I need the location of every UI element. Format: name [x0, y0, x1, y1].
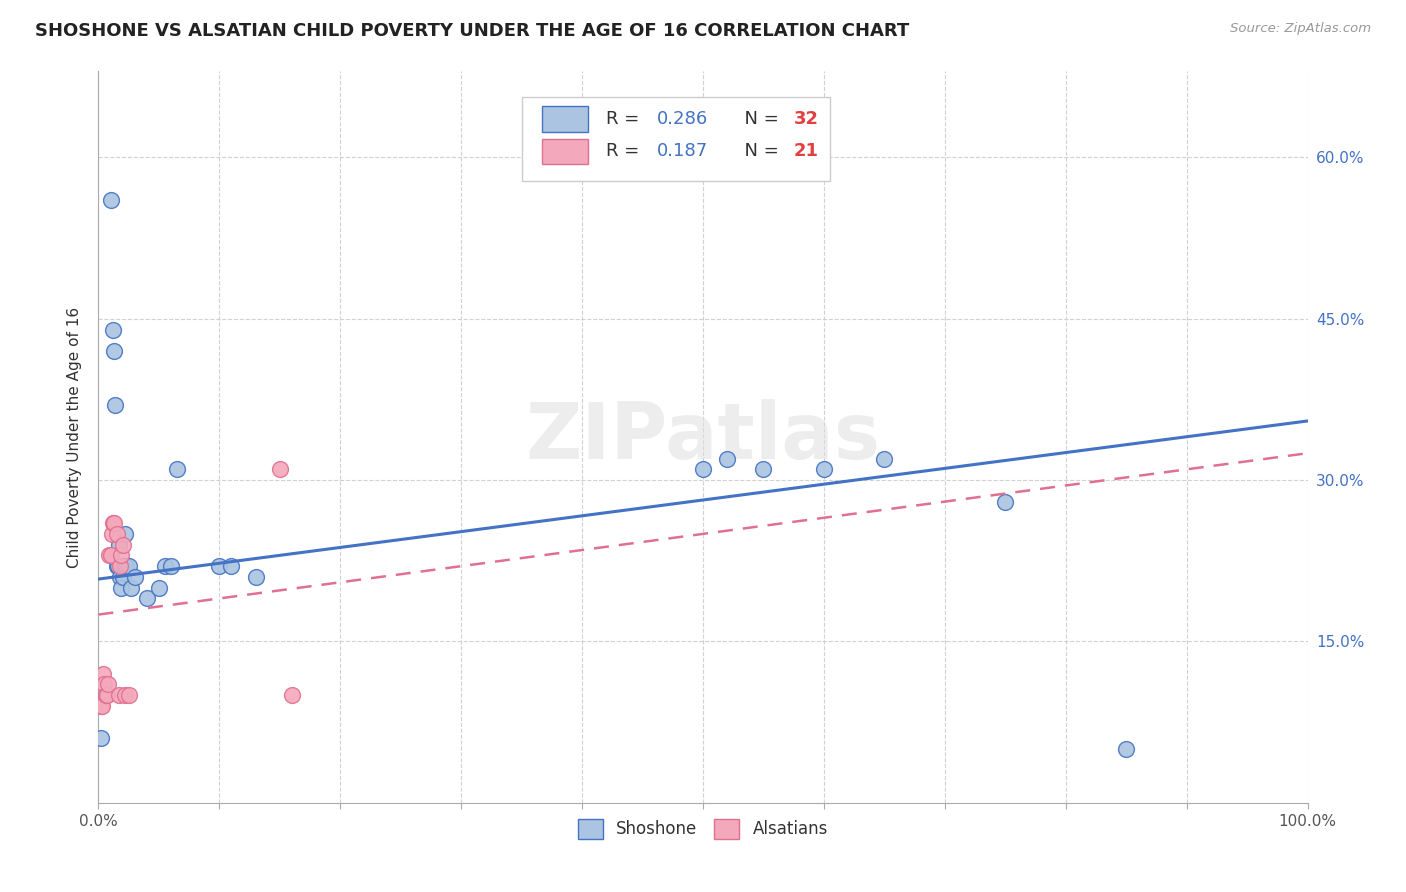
Point [108, 570, 131, 584]
Point [1115, 742, 1137, 756]
FancyBboxPatch shape [543, 106, 588, 132]
Point [120, 581, 142, 595]
Point [108, 688, 131, 702]
Point [100, 549, 122, 563]
FancyBboxPatch shape [543, 138, 588, 164]
Text: 0.286: 0.286 [657, 111, 709, 128]
Point [104, 398, 127, 412]
Point [107, 559, 129, 574]
Text: 0.187: 0.187 [657, 143, 709, 161]
Point [100, 527, 122, 541]
Point [114, 527, 136, 541]
Point [90, 731, 112, 746]
Point [752, 462, 775, 476]
Point [114, 688, 136, 702]
Text: ZIPatlas: ZIPatlas [526, 399, 880, 475]
Point [93, 677, 115, 691]
Legend: Shoshone, Alsatians: Shoshone, Alsatians [571, 812, 835, 846]
Point [98, 549, 121, 563]
Point [97, 677, 120, 691]
Point [90, 698, 112, 713]
Point [111, 570, 134, 584]
Point [124, 570, 146, 584]
Point [160, 559, 183, 574]
Text: N =: N = [734, 111, 785, 128]
Point [221, 559, 243, 574]
Point [813, 462, 835, 476]
Point [118, 559, 141, 574]
Point [105, 559, 128, 574]
Point [269, 462, 291, 476]
Point [208, 559, 231, 574]
Point [108, 538, 131, 552]
Point [166, 462, 188, 476]
Point [245, 570, 267, 584]
Text: 21: 21 [793, 143, 818, 161]
Point [115, 559, 138, 574]
Text: 32: 32 [793, 111, 818, 128]
Point [91, 666, 114, 681]
Text: Source: ZipAtlas.com: Source: ZipAtlas.com [1230, 22, 1371, 36]
Point [112, 559, 135, 574]
Point [281, 688, 304, 702]
Point [101, 516, 124, 530]
Point [118, 688, 141, 702]
Point [148, 581, 170, 595]
Point [135, 591, 157, 606]
Point [103, 516, 125, 530]
Point [994, 494, 1017, 508]
Point [96, 688, 118, 702]
Text: SHOSHONE VS ALSATIAN CHILD POVERTY UNDER THE AGE OF 16 CORRELATION CHART: SHOSHONE VS ALSATIAN CHILD POVERTY UNDER… [35, 22, 910, 40]
Point [100, 194, 122, 208]
Y-axis label: Child Poverty Under the Age of 16: Child Poverty Under the Age of 16 [67, 307, 83, 567]
Point [108, 559, 131, 574]
Point [105, 527, 128, 541]
Point [110, 581, 132, 595]
Point [873, 451, 896, 466]
Text: R =: R = [606, 111, 645, 128]
Point [91, 698, 114, 713]
Point [103, 344, 125, 359]
Point [101, 322, 124, 336]
Text: N =: N = [734, 143, 785, 161]
Point [716, 451, 738, 466]
Point [692, 462, 714, 476]
Point [110, 549, 132, 563]
Point [111, 538, 134, 552]
FancyBboxPatch shape [522, 97, 830, 181]
Text: R =: R = [606, 143, 651, 161]
Point [94, 688, 117, 702]
Point [153, 559, 176, 574]
